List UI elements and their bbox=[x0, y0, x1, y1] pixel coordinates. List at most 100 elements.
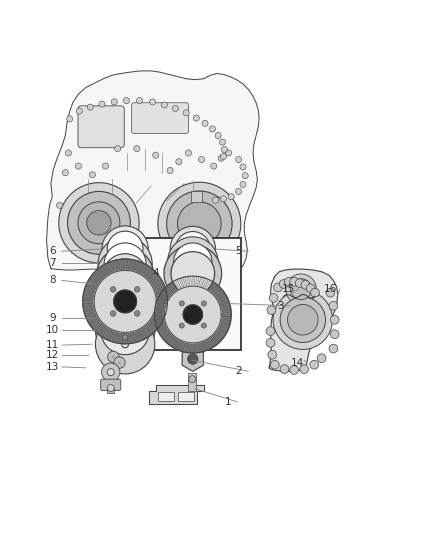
Circle shape bbox=[273, 290, 332, 350]
Bar bbox=[145, 238, 241, 350]
Circle shape bbox=[266, 327, 275, 335]
Circle shape bbox=[96, 247, 154, 305]
Circle shape bbox=[330, 316, 339, 324]
Circle shape bbox=[329, 344, 338, 353]
Text: 10: 10 bbox=[46, 325, 59, 335]
Circle shape bbox=[185, 150, 191, 156]
Circle shape bbox=[201, 301, 206, 306]
Circle shape bbox=[62, 169, 68, 176]
Bar bbox=[158, 392, 174, 401]
Circle shape bbox=[179, 301, 184, 306]
Circle shape bbox=[212, 197, 219, 203]
Circle shape bbox=[193, 115, 199, 121]
Circle shape bbox=[161, 102, 167, 108]
Circle shape bbox=[267, 306, 276, 314]
Circle shape bbox=[288, 304, 318, 335]
Circle shape bbox=[122, 341, 129, 348]
Circle shape bbox=[311, 288, 319, 297]
Circle shape bbox=[317, 354, 326, 362]
Circle shape bbox=[295, 279, 304, 287]
Text: 14: 14 bbox=[291, 358, 304, 368]
Circle shape bbox=[173, 243, 212, 281]
Bar bbox=[191, 191, 201, 202]
Text: 13: 13 bbox=[46, 362, 59, 372]
Bar bbox=[177, 392, 194, 401]
Text: 1: 1 bbox=[224, 397, 231, 407]
Circle shape bbox=[274, 283, 283, 292]
Text: 9: 9 bbox=[49, 312, 56, 322]
Polygon shape bbox=[46, 71, 259, 273]
Text: 15: 15 bbox=[282, 284, 296, 294]
Circle shape bbox=[108, 259, 143, 294]
Circle shape bbox=[95, 301, 155, 360]
Circle shape bbox=[301, 280, 310, 289]
Circle shape bbox=[137, 98, 143, 103]
Circle shape bbox=[290, 279, 311, 300]
Circle shape bbox=[226, 150, 232, 156]
Circle shape bbox=[198, 157, 205, 163]
Text: 16: 16 bbox=[324, 284, 337, 294]
Circle shape bbox=[236, 188, 242, 195]
FancyBboxPatch shape bbox=[101, 379, 121, 391]
Circle shape bbox=[221, 147, 227, 152]
Circle shape bbox=[330, 330, 339, 338]
Circle shape bbox=[110, 287, 116, 292]
Text: 11: 11 bbox=[46, 340, 59, 350]
Circle shape bbox=[76, 108, 82, 114]
Polygon shape bbox=[183, 305, 202, 324]
Circle shape bbox=[95, 314, 155, 374]
Circle shape bbox=[102, 363, 120, 381]
Circle shape bbox=[209, 126, 215, 132]
Circle shape bbox=[326, 288, 335, 297]
Circle shape bbox=[107, 384, 114, 391]
Circle shape bbox=[87, 104, 93, 110]
Polygon shape bbox=[149, 385, 204, 404]
Text: 6: 6 bbox=[49, 246, 56, 256]
Text: 3: 3 bbox=[277, 301, 283, 311]
Circle shape bbox=[152, 152, 159, 158]
Circle shape bbox=[78, 202, 120, 244]
Text: 8: 8 bbox=[49, 276, 56, 286]
Circle shape bbox=[171, 252, 215, 295]
Circle shape bbox=[202, 120, 208, 126]
Circle shape bbox=[57, 203, 63, 208]
Circle shape bbox=[107, 231, 143, 267]
Circle shape bbox=[115, 146, 121, 152]
Circle shape bbox=[104, 243, 146, 285]
Bar bbox=[188, 374, 196, 391]
Circle shape bbox=[300, 365, 308, 374]
Polygon shape bbox=[154, 276, 231, 353]
Circle shape bbox=[167, 167, 173, 174]
FancyBboxPatch shape bbox=[117, 333, 133, 341]
Circle shape bbox=[187, 354, 198, 364]
Circle shape bbox=[108, 351, 119, 362]
Circle shape bbox=[87, 211, 111, 235]
Circle shape bbox=[215, 133, 221, 139]
Circle shape bbox=[166, 191, 232, 256]
Circle shape bbox=[172, 106, 178, 111]
Circle shape bbox=[123, 335, 128, 340]
Circle shape bbox=[134, 287, 140, 292]
Circle shape bbox=[228, 193, 234, 200]
Polygon shape bbox=[182, 347, 203, 372]
Circle shape bbox=[75, 163, 81, 169]
Circle shape bbox=[201, 323, 206, 328]
Circle shape bbox=[98, 237, 152, 291]
Circle shape bbox=[271, 360, 279, 369]
Circle shape bbox=[236, 157, 242, 163]
Circle shape bbox=[179, 323, 184, 328]
Circle shape bbox=[183, 110, 189, 116]
Circle shape bbox=[65, 150, 71, 156]
Text: 4: 4 bbox=[152, 268, 159, 278]
Bar bbox=[107, 388, 114, 393]
Circle shape bbox=[103, 254, 148, 298]
Text: 5: 5 bbox=[235, 246, 242, 256]
Polygon shape bbox=[269, 269, 338, 372]
Circle shape bbox=[242, 173, 248, 179]
Circle shape bbox=[329, 302, 338, 310]
Circle shape bbox=[240, 164, 246, 170]
Circle shape bbox=[310, 360, 318, 369]
Circle shape bbox=[164, 245, 222, 302]
Circle shape bbox=[111, 99, 117, 105]
FancyBboxPatch shape bbox=[78, 106, 124, 148]
